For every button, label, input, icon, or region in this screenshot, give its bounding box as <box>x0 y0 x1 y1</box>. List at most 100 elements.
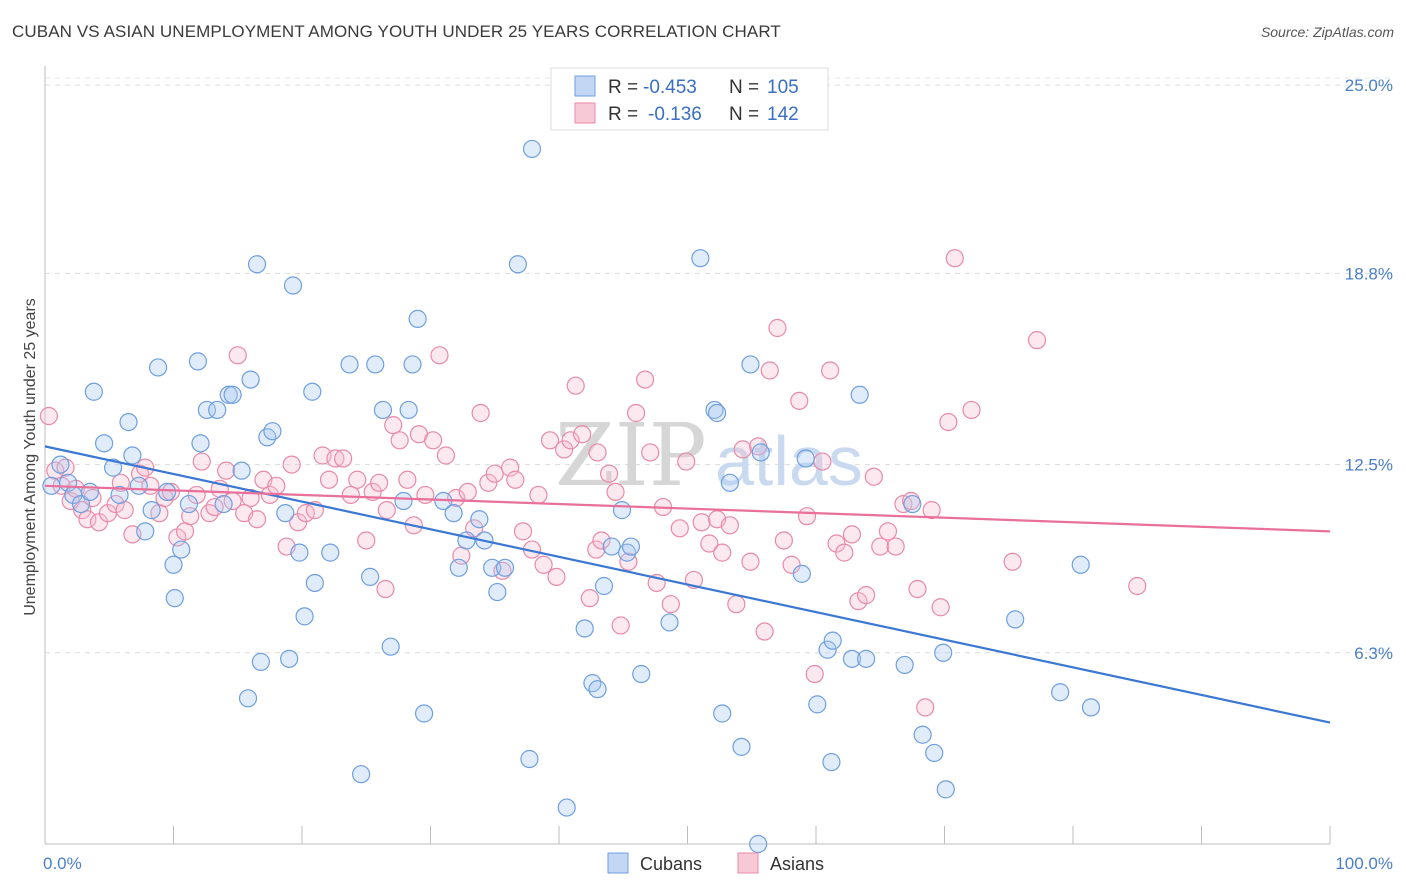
asians-point <box>573 425 592 444</box>
asians-point <box>534 555 553 574</box>
cubans-point <box>632 664 651 684</box>
source-label: Source: ZipAtlas.com <box>1260 24 1394 40</box>
cubans-point <box>822 752 841 772</box>
cubans-point <box>457 531 476 550</box>
cubans-point <box>621 537 641 556</box>
y-tick-labels: 6.3% 12.5% 18.8% 25.0% <box>1345 76 1393 663</box>
cubans-point <box>119 412 138 432</box>
cubans-point <box>399 400 418 420</box>
cubans-point <box>575 619 594 638</box>
asians-point <box>805 664 824 684</box>
cubans-point <box>373 400 393 420</box>
cubans-point <box>520 749 539 769</box>
cubans-point <box>713 704 732 723</box>
asians-point <box>916 698 935 717</box>
asians-point <box>619 552 638 571</box>
cubans-point <box>850 385 869 404</box>
cubans-point <box>51 455 70 474</box>
asians-point <box>540 431 560 450</box>
cubans-point <box>110 485 129 505</box>
asians-point <box>39 406 58 426</box>
asians-point <box>1003 552 1022 571</box>
cubans-point <box>488 582 507 602</box>
asians-point <box>529 485 548 505</box>
cubans-point <box>165 589 184 608</box>
legend-r-label: R = <box>608 104 638 125</box>
asians-point <box>319 470 339 489</box>
asians-point <box>493 561 512 580</box>
asians-point <box>282 455 301 474</box>
asians-point <box>1128 576 1147 596</box>
cubans-point <box>470 510 489 529</box>
legend-r-value: -0.136 <box>648 104 702 125</box>
cubans-point <box>483 558 502 577</box>
asians-point <box>813 452 832 471</box>
asians-point <box>436 446 456 465</box>
asians-point <box>326 449 345 468</box>
asians-point <box>479 473 498 492</box>
asians-point <box>774 531 793 550</box>
asians-point <box>192 452 211 471</box>
asians-point <box>357 531 376 550</box>
cubans-point <box>444 504 463 523</box>
chart-title: CUBAN VS ASIAN UNEMPLOYMENT AMONG YOUTH … <box>12 22 781 41</box>
cubans-point <box>295 607 314 626</box>
asians-point <box>635 370 655 389</box>
asians-point <box>423 431 443 450</box>
cubans-point <box>842 649 862 668</box>
asians-point <box>626 403 646 423</box>
asians-point <box>513 522 533 541</box>
cubans-point <box>80 482 100 502</box>
trend-lines <box>44 445 1331 724</box>
watermark-zip: ZIP <box>555 406 707 506</box>
legend-n-label: N = <box>729 77 759 98</box>
asians-point <box>670 519 689 538</box>
asians-point <box>661 595 680 614</box>
asians-point <box>835 543 854 562</box>
cubans-point <box>408 309 427 328</box>
cubans-point <box>352 765 371 784</box>
grid-lines <box>45 77 1393 654</box>
cubans-point <box>263 422 282 441</box>
legend-row-cubans: R = -0.453 N = 105 <box>574 75 799 98</box>
cubans-point <box>707 403 727 423</box>
cubans-point <box>361 567 380 586</box>
asians-point <box>922 501 941 520</box>
cubans-point <box>148 358 168 377</box>
cubans-point <box>414 704 434 723</box>
cubans-point <box>1071 555 1090 574</box>
cubans-point <box>857 649 876 668</box>
cubans-points <box>42 139 1101 854</box>
asians-point <box>370 473 389 492</box>
cubans-point <box>449 558 468 577</box>
asians-point <box>700 534 719 553</box>
x-tick-labels: 0.0% 100.0% <box>43 854 1393 873</box>
asians-point <box>247 510 267 529</box>
asians-point <box>217 461 236 480</box>
cubans-point <box>823 631 842 650</box>
cubans-point <box>660 613 679 632</box>
cubans-point <box>508 255 527 274</box>
cubans-point <box>219 385 238 404</box>
cubans-point <box>808 695 827 714</box>
cubans-point <box>84 382 103 401</box>
cubans-point <box>903 494 922 514</box>
asians-point <box>677 452 696 471</box>
asians-point <box>692 513 711 532</box>
cubans-point <box>796 449 815 468</box>
asians-point <box>56 458 75 477</box>
cubans-point <box>732 737 751 756</box>
asians-point <box>334 449 353 468</box>
asians-point <box>842 525 862 544</box>
cubans-point <box>557 798 576 817</box>
asians-point <box>864 467 883 486</box>
watermark-atlas: atlas <box>715 422 863 500</box>
asians-point <box>760 361 779 380</box>
cubans-point <box>934 643 953 662</box>
cubans-point <box>303 382 322 401</box>
asians-point <box>857 586 876 605</box>
cubans-point <box>232 461 251 480</box>
correlation-legend: R = -0.453 N = 105 R = -0.136 N = 142 <box>550 67 829 131</box>
asians-point <box>485 464 504 483</box>
